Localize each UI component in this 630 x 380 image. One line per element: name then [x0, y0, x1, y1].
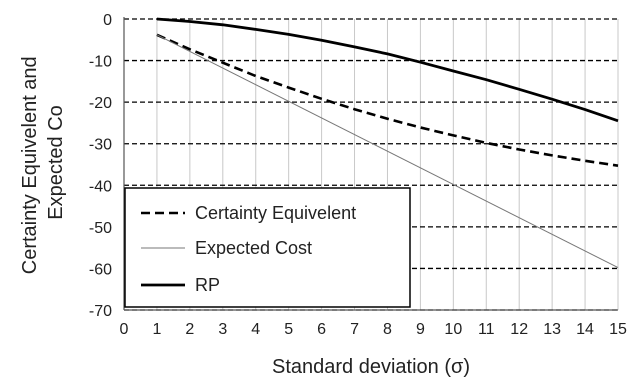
y-tick-label-neg20: -20 — [89, 95, 112, 112]
x-tick-label-12: 12 — [510, 321, 528, 338]
x-axis-title: Standard deviation (σ) — [272, 356, 470, 378]
x-tick-label-15: 15 — [609, 321, 627, 338]
x-tick-label-3: 3 — [218, 321, 227, 338]
y-tick-label-neg30: -30 — [89, 137, 112, 154]
series-layer — [156, 17, 619, 269]
y-tick-label-neg60: -60 — [89, 261, 112, 278]
y-axis-title-line-2: Expected Co — [45, 105, 67, 220]
legend-label-expected-cost: Expected Cost — [195, 238, 312, 258]
series-line-expected-cost — [156, 34, 619, 269]
x-tick-label-4: 4 — [251, 321, 260, 338]
x-tick-label-5: 5 — [284, 321, 293, 338]
x-tick-label-9: 9 — [416, 321, 425, 338]
x-tick-label-10: 10 — [444, 321, 462, 338]
axes — [123, 17, 618, 311]
x-tick-label-1: 1 — [152, 321, 161, 338]
x-tick-label-2: 2 — [185, 321, 194, 338]
y-tick-label-neg10: -10 — [89, 54, 112, 71]
legend: Certainty Equivelent Expected Cost RP — [124, 187, 411, 308]
y-axis-title: Certainty Equivelent and Expected Co — [19, 51, 67, 274]
x-tick-label-8: 8 — [383, 321, 392, 338]
x-tick-label-13: 13 — [543, 321, 561, 338]
x-tick-label-14: 14 — [576, 321, 594, 338]
x-tick-label-7: 7 — [350, 321, 359, 338]
y-tick-label-neg70: -70 — [89, 303, 112, 320]
y-tick-label-neg50: -50 — [89, 220, 112, 237]
y-axis-title-line-1: Certainty Equivelent and — [19, 56, 41, 274]
legend-label-certainty-equivelent: Certainty Equivelent — [195, 203, 356, 223]
tick-labels: 0 1 2 3 4 5 6 7 8 9 10 11 12 13 14 150-10-20-30-40-50-6… — [89, 12, 627, 338]
y-tick-label-neg40: -40 — [89, 178, 112, 195]
x-tick-label-0: 0 — [120, 321, 129, 338]
series-line-rp — [156, 17, 619, 123]
x-tick-label-11: 11 — [478, 321, 495, 338]
series-line-certainty-equivelent — [156, 33, 619, 167]
y-tick-label-0: 0 — [103, 12, 112, 29]
x-tick-label-6: 6 — [317, 321, 326, 338]
legend-label-rp: RP — [195, 275, 220, 295]
